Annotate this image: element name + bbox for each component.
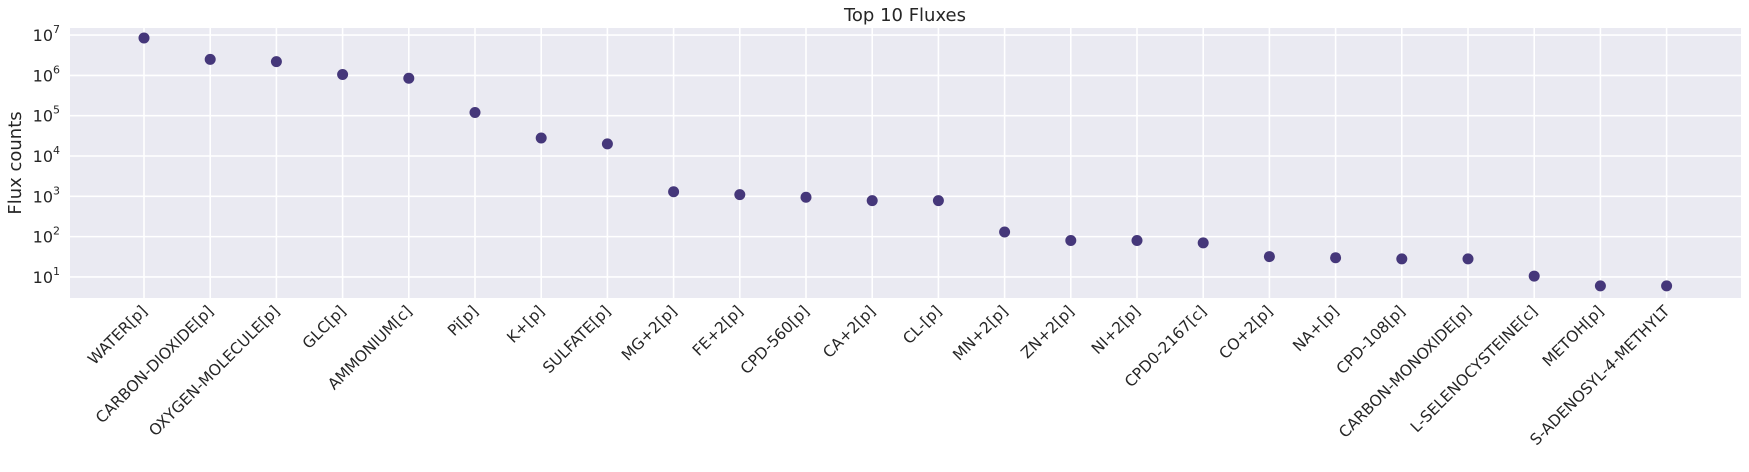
data-point	[601, 138, 613, 150]
y-tick-label: 106	[33, 63, 60, 85]
y-tick-label: 107	[33, 23, 60, 45]
x-tick-label: WATER[p]	[84, 302, 150, 368]
y-tick-exponent: 3	[53, 184, 60, 197]
y-tick-base: 10	[33, 147, 53, 166]
plot-background	[70, 28, 1741, 298]
x-tick-label: SULFATE[p]	[539, 302, 614, 377]
data-point	[800, 191, 812, 203]
y-tick-label: 104	[33, 144, 60, 166]
x-tick-labels: WATER[p]CARBON-DIOXIDE[p]OXYGEN-MOLECULE…	[84, 302, 1673, 449]
x-tick-label: CA+2[p]	[819, 302, 879, 362]
x-tick-label: MG+2[p]	[618, 302, 680, 364]
y-tick-base: 10	[33, 228, 53, 247]
x-tick-label: CARBON-DIOXIDE[p]	[92, 302, 217, 427]
data-point	[1263, 251, 1275, 263]
y-tick-exponent: 6	[53, 63, 60, 76]
x-tick-label: GLC[p]	[299, 302, 349, 352]
y-tick-label: 103	[33, 184, 60, 206]
y-axis-label: Flux counts	[5, 111, 26, 214]
data-point	[668, 186, 680, 198]
data-point	[138, 32, 150, 44]
x-tick-label: METOH[p]	[1539, 302, 1607, 370]
data-points	[138, 32, 1673, 292]
data-point	[1528, 270, 1540, 282]
data-point	[535, 132, 547, 144]
y-tick-base: 10	[33, 26, 53, 45]
y-tick-label: 102	[33, 225, 60, 247]
data-point	[469, 107, 481, 119]
data-point	[1131, 235, 1143, 247]
y-tick-base: 10	[33, 66, 53, 85]
data-point	[270, 56, 282, 68]
y-tick-exponent: 7	[53, 23, 60, 36]
y-tick-label: 105	[33, 104, 60, 126]
data-point	[1396, 253, 1408, 265]
y-tick-exponent: 5	[53, 104, 60, 117]
x-tick-label: MN+2[p]	[949, 302, 1011, 364]
y-tick-exponent: 1	[53, 265, 60, 278]
y-tick-exponent: 2	[53, 225, 60, 238]
x-tick-label: FE+2[p]	[689, 302, 747, 360]
data-point	[1462, 253, 1474, 265]
data-point	[734, 189, 746, 201]
x-tick-label: K+[p]	[503, 302, 548, 347]
data-point	[932, 195, 944, 207]
y-tick-base: 10	[33, 107, 53, 126]
y-tick-exponent: 4	[53, 144, 60, 157]
data-point	[204, 53, 216, 65]
x-tick-label: Pi[p]	[444, 302, 482, 340]
x-tick-label: NA+[p]	[1289, 302, 1342, 355]
chart-title: Top 10 Fluxes	[843, 5, 966, 26]
x-tick-label: OXYGEN-MOLECULE[p]	[145, 302, 283, 440]
y-tick-base: 10	[33, 268, 53, 287]
x-tick-label: CARBON-MONOXIDE[p]	[1335, 302, 1474, 441]
data-point	[337, 69, 349, 81]
data-point	[1065, 235, 1077, 247]
y-grid	[70, 34, 1741, 278]
data-point	[1330, 252, 1342, 264]
x-tick-label: ZN+2[p]	[1018, 302, 1078, 362]
data-point	[866, 195, 878, 207]
data-point	[1661, 280, 1673, 292]
x-tick-label: CPD-560[p]	[737, 302, 813, 378]
x-tick-label: S-ADENOSYL-4-METHYLT	[1527, 302, 1674, 449]
x-tick-label: L-SELENOCYSTEINE[c]	[1407, 302, 1541, 436]
data-point	[1197, 237, 1209, 249]
data-point	[999, 226, 1011, 238]
x-tick-label: NI+2[p]	[1088, 302, 1144, 358]
y-tick-label: 101	[33, 265, 60, 287]
data-point	[403, 72, 415, 84]
y-tick-base: 10	[33, 187, 53, 206]
x-tick-label: CO+2[p]	[1216, 302, 1277, 363]
data-point	[1594, 280, 1606, 292]
x-tick-label: CL-[p]	[899, 302, 945, 348]
